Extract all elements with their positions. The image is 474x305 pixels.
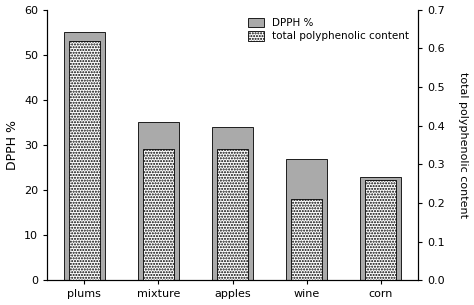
Y-axis label: total polyphenolic content: total polyphenolic content bbox=[458, 72, 468, 218]
Bar bbox=[69, 41, 100, 280]
Bar bbox=[286, 159, 327, 280]
Bar bbox=[64, 32, 105, 280]
Y-axis label: DPPH %: DPPH % bbox=[6, 120, 18, 170]
Bar bbox=[217, 149, 248, 280]
Bar bbox=[365, 180, 396, 280]
Bar bbox=[143, 149, 174, 280]
Bar bbox=[138, 122, 179, 280]
Bar bbox=[291, 199, 322, 280]
Bar bbox=[360, 177, 401, 280]
Bar bbox=[212, 127, 253, 280]
Legend: DPPH %, total polyphenolic content: DPPH %, total polyphenolic content bbox=[246, 15, 412, 45]
